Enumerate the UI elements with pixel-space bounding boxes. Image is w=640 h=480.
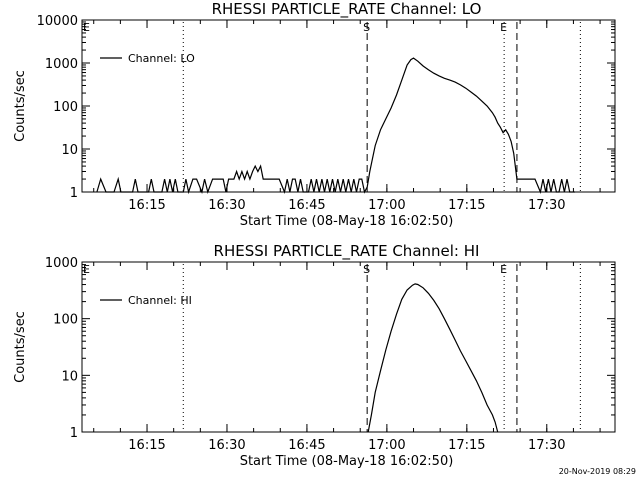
- corner-marker-label: E: [83, 21, 90, 34]
- x-tick-label: 16:45: [288, 198, 325, 213]
- y-tick-label: 10000: [37, 14, 78, 29]
- y-tick-label: 1000: [45, 256, 78, 271]
- x-tick-label: 17:30: [528, 438, 565, 453]
- y-tick-label: 10: [61, 369, 78, 384]
- x-axis-label: Start Time (08-May-18 16:02:50): [240, 214, 454, 229]
- series-line: [367, 283, 499, 433]
- x-tick-label: 16:30: [208, 198, 245, 213]
- x-tick-label: 16:30: [208, 438, 245, 453]
- time-marker-label: S: [363, 263, 370, 276]
- chart-title: RHESSI PARTICLE_RATE Channel: HI: [214, 242, 480, 261]
- y-axis-label: Counts/sec: [13, 70, 28, 142]
- plot-frame: [81, 19, 616, 193]
- y-tick-label: 1: [70, 426, 78, 441]
- x-axis-label: Start Time (08-May-18 16:02:50): [240, 454, 454, 469]
- x-tick-label: 16:15: [128, 438, 165, 453]
- x-tick-label: 16:15: [128, 198, 165, 213]
- y-axis-label: Counts/sec: [13, 311, 28, 383]
- x-tick-label: 17:15: [448, 438, 485, 453]
- chart-title: RHESSI PARTICLE_RATE Channel: LO: [212, 0, 482, 19]
- x-tick-label: 17:15: [448, 198, 485, 213]
- legend-label: Channel: HI: [128, 294, 192, 307]
- y-tick-label: 100: [53, 313, 78, 328]
- x-tick-label: 17:30: [528, 198, 565, 213]
- panel-hi-channel: RHESSI PARTICLE_RATE Channel: HI 1 10 100 10…: [13, 242, 616, 469]
- footer-timestamp: 20-Nov-2019 08:29: [559, 467, 636, 476]
- legend-label: Channel: LO: [128, 52, 195, 65]
- time-marker-label: S: [363, 21, 370, 34]
- corner-marker-label: E: [83, 263, 90, 276]
- x-tick-label: 17:00: [368, 198, 405, 213]
- x-tick-label: 16:45: [288, 438, 325, 453]
- time-marker-label: E: [500, 21, 507, 34]
- y-tick-label: 1000: [45, 57, 78, 72]
- y-tick-label: 1: [70, 186, 78, 201]
- time-marker-label: E: [500, 263, 507, 276]
- y-tick-label: 100: [53, 100, 78, 115]
- panel-lo-channel: RHESSI PARTICLE_RATE Channel: LO 1 10 100 10…: [13, 0, 616, 229]
- y-tick-label: 10: [61, 143, 78, 158]
- series-line: [96, 57, 575, 195]
- x-tick-label: 17:00: [368, 438, 405, 453]
- plot-frame: [81, 261, 616, 433]
